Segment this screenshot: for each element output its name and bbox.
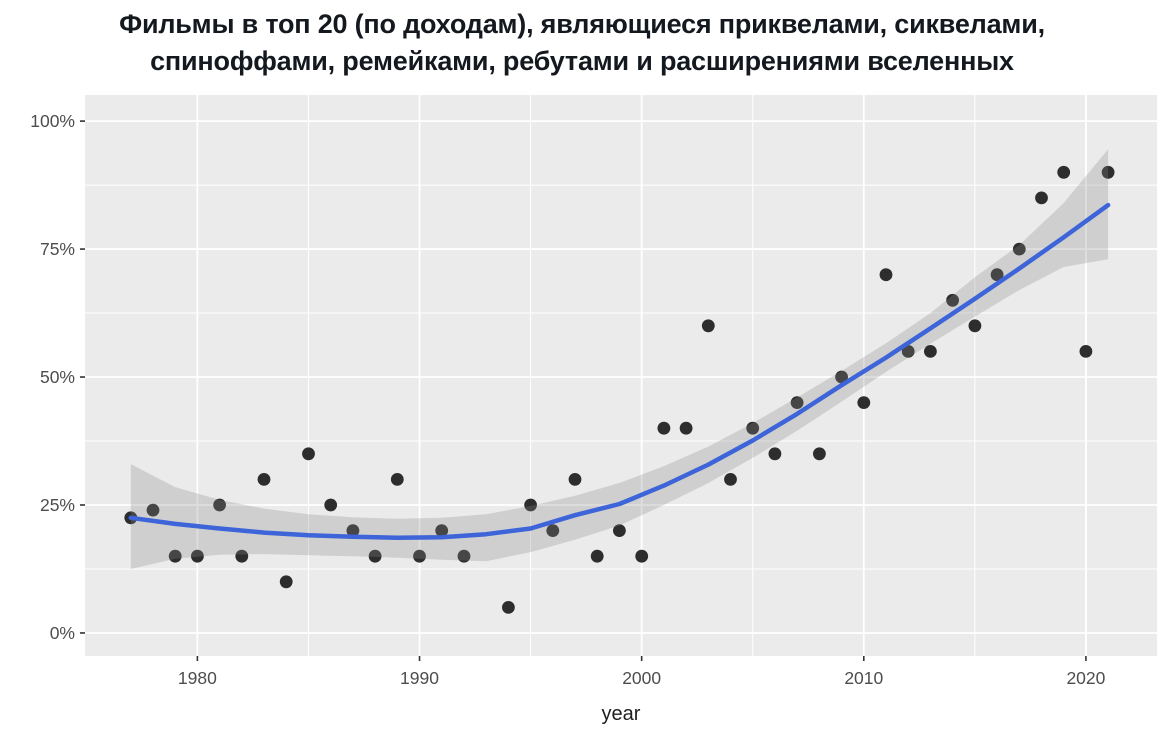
data-point	[324, 498, 338, 512]
data-point	[1057, 165, 1071, 179]
data-point	[768, 447, 782, 461]
data-point	[168, 549, 182, 563]
y-axis-tick-label: 75%	[40, 239, 75, 259]
chart-title-line1: Фильмы в топ 20 (по доходам), являющиеся…	[119, 9, 1045, 39]
x-axis-tick-label: 2010	[844, 668, 883, 688]
data-point	[279, 575, 293, 589]
x-axis-tick-label: 2000	[622, 668, 661, 688]
chart-title: Фильмы в топ 20 (по доходам), являющиеся…	[0, 6, 1164, 80]
confidence-band	[130, 149, 1109, 570]
data-point	[1101, 165, 1115, 179]
data-point	[191, 549, 204, 563]
data-point	[879, 268, 893, 282]
data-point	[235, 549, 249, 563]
data-point	[635, 549, 649, 563]
data-point	[368, 549, 382, 563]
data-point	[146, 503, 160, 517]
data-point	[546, 524, 560, 537]
data-point	[1079, 345, 1093, 358]
chart-title-line2: спиноффами, ремейками, ребутами и расшир…	[150, 46, 1014, 76]
data-point	[1012, 242, 1026, 256]
plot-panel	[85, 95, 1157, 656]
data-point	[724, 473, 737, 486]
data-point	[390, 473, 404, 486]
data-point	[502, 601, 515, 614]
data-point	[657, 421, 671, 435]
data-point	[457, 549, 471, 563]
x-axis-tick-label: 1980	[178, 668, 217, 688]
data-point	[346, 524, 360, 537]
data-point	[835, 370, 848, 384]
y-axis-tick-label: 100%	[30, 111, 75, 131]
data-point	[968, 319, 982, 333]
data-point	[1035, 191, 1048, 205]
data-point	[813, 447, 826, 461]
data-point	[746, 421, 760, 435]
x-axis-title: year	[602, 703, 641, 725]
data-point	[790, 396, 804, 409]
data-point	[613, 524, 626, 537]
data-point	[524, 498, 537, 512]
data-point	[413, 549, 426, 563]
data-point	[213, 498, 227, 512]
data-point	[901, 345, 915, 358]
data-point	[946, 293, 959, 307]
data-point	[257, 473, 271, 486]
data-point	[590, 549, 604, 563]
y-axis-tick-label: 50%	[40, 367, 75, 387]
smooth-trend-line	[128, 202, 1111, 541]
x-axis-tick-label: 2020	[1066, 668, 1105, 688]
data-point	[924, 345, 937, 358]
data-point	[679, 421, 693, 435]
y-axis-tick-label: 25%	[40, 495, 75, 515]
data-point	[701, 319, 715, 333]
data-point	[857, 396, 871, 409]
data-point	[568, 473, 582, 486]
x-axis-tick-label: 1990	[400, 668, 439, 688]
data-point	[302, 447, 315, 461]
y-axis-tick-label: 0%	[50, 623, 75, 643]
data-point	[435, 524, 449, 537]
data-point	[990, 268, 1004, 282]
